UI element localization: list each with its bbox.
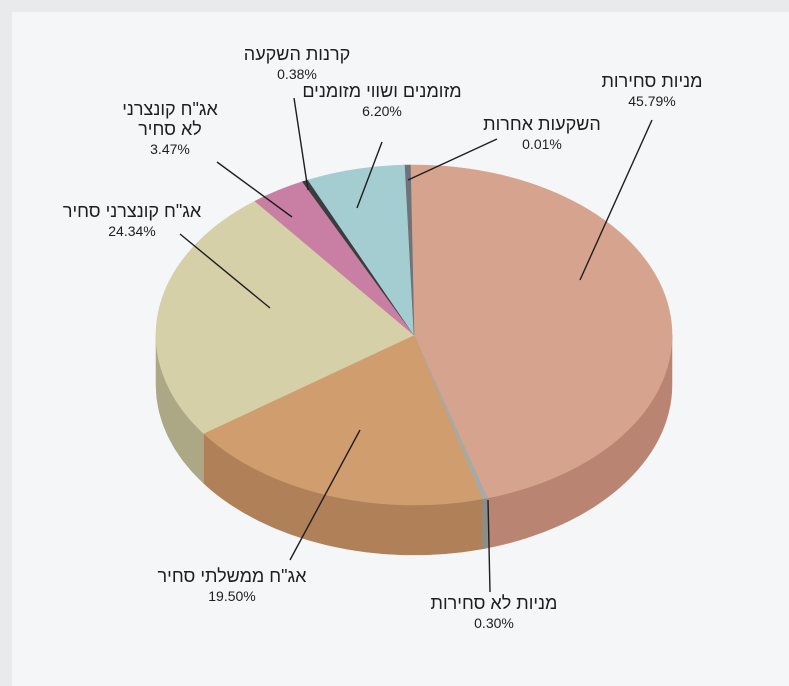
- slice-label-3: אג"ח קונצרני סחיר: [63, 201, 202, 221]
- slice-value-7: 0.01%: [522, 136, 562, 152]
- slice-labels: מניות סחירות 45.79% מניות לא סחירות 0.30% אג…: [63, 44, 703, 631]
- slice-label-1: מניות לא סחירות: [431, 593, 558, 613]
- slice-value-2: 19.50%: [208, 588, 255, 604]
- slice-value-3: 24.34%: [108, 223, 155, 239]
- leader-line-4: [216, 161, 293, 218]
- leader-line-7: [407, 138, 498, 181]
- leader-line-1: [487, 499, 491, 593]
- leader-lines: [179, 97, 653, 593]
- slice-value-6: 6.20%: [362, 103, 402, 119]
- slice-value-1: 0.30%: [474, 615, 514, 631]
- slice-0: [410, 164, 673, 499]
- leader-line-2: [289, 429, 361, 561]
- slice-label-0: מניות סחירות: [601, 71, 702, 91]
- pie-side: [155, 334, 673, 556]
- slice-label-2: אג"ח ממשלתי סחיר: [158, 566, 308, 586]
- pie-top: [155, 164, 673, 506]
- slice-value-4: 3.47%: [150, 141, 190, 157]
- leader-line-5: [293, 97, 309, 191]
- slice-7: [404, 164, 415, 336]
- leader-line-0: [579, 119, 653, 281]
- slice-label-7: השקעות אחרות: [483, 114, 601, 134]
- slice-label-6: מזומנים ושווי מזומנים: [302, 81, 461, 101]
- slice-label-4: לא סחיר: [138, 119, 202, 139]
- chart-panel: מניות סחירות 45.79% מניות לא סחירות 0.30% אג…: [12, 12, 789, 686]
- leader-line-6: [356, 141, 383, 209]
- slice-value-5: 0.38%: [277, 66, 317, 82]
- leader-line-3: [179, 233, 271, 309]
- slice-side-1: [481, 497, 488, 550]
- slice-value-0: 45.79%: [628, 93, 675, 109]
- pie-chart: מניות סחירות 45.79% מניות לא סחירות 0.30% אג…: [63, 44, 703, 631]
- slice-2: [203, 334, 483, 506]
- slice-3: [155, 200, 415, 434]
- slice-label-4: אג"ח קונצרני: [122, 99, 218, 119]
- slice-label-5: קרנות השקעה: [244, 44, 350, 64]
